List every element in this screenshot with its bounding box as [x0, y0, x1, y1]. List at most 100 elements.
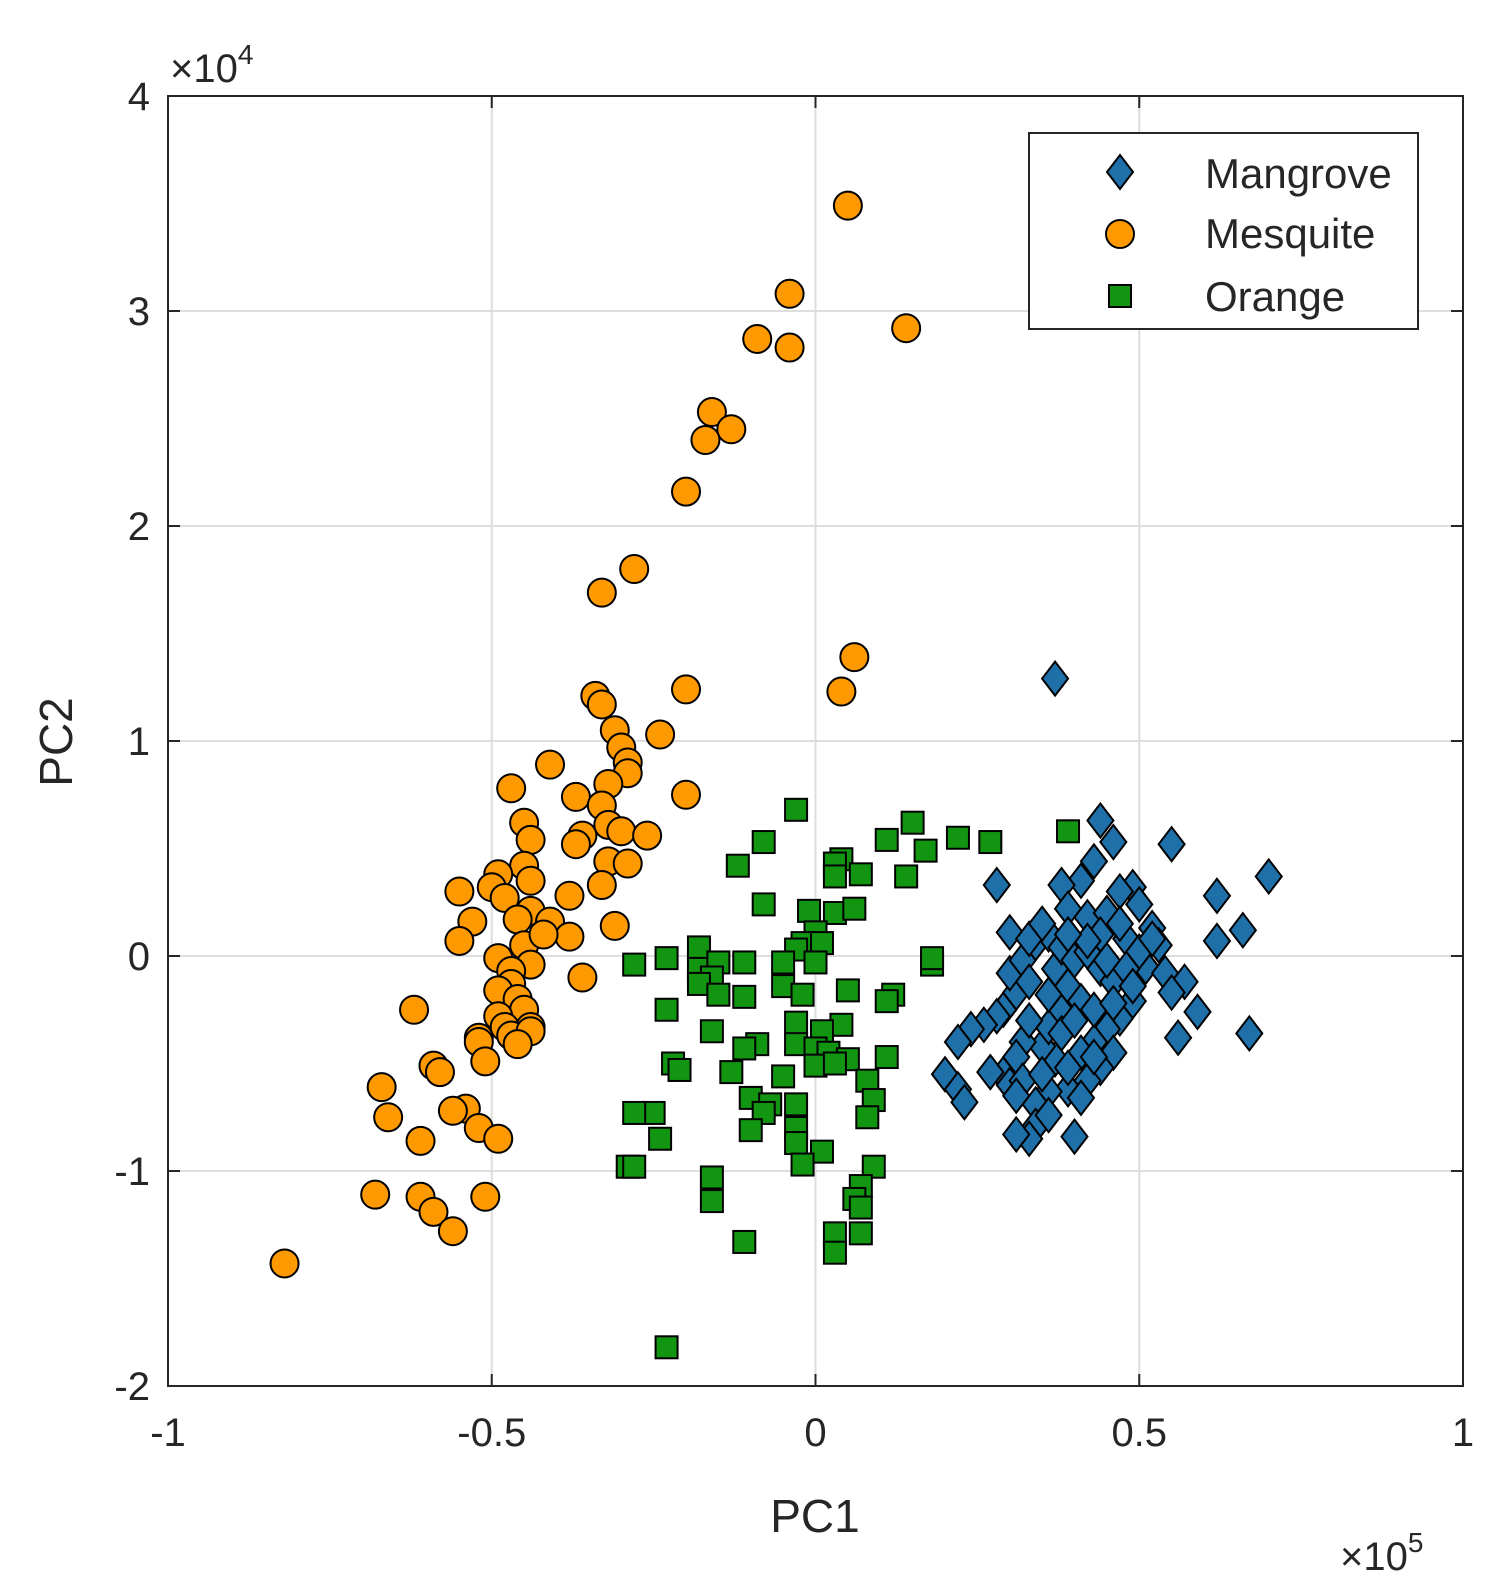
- mesquite-point: [366, 1072, 397, 1103]
- mesquite-point: [774, 332, 805, 363]
- mangrove-point: [1235, 1014, 1264, 1053]
- mesquite-point: [619, 554, 650, 584]
- x-axis-multiplier: ×105: [1340, 1527, 1423, 1574]
- mesquite-point: [690, 425, 721, 455]
- mangrove-point: [1027, 905, 1057, 943]
- mangrove-point: [1099, 984, 1128, 1022]
- mesquite-point: [528, 919, 559, 950]
- orange-point: [784, 797, 809, 822]
- orange-point: [654, 946, 679, 971]
- orange-point: [699, 1165, 724, 1190]
- orange-point: [1056, 819, 1081, 844]
- mangrove-point: [1228, 911, 1258, 949]
- orange-point: [648, 1126, 673, 1151]
- orange-point: [784, 1092, 809, 1117]
- orange-point: [654, 1335, 679, 1360]
- orange-point: [784, 1010, 809, 1035]
- mangrove-point: [982, 866, 1012, 904]
- legend-marker-mangrove: [1105, 153, 1135, 191]
- x-multiplier-exponent: 5: [1408, 1527, 1424, 1558]
- mesquite-point: [612, 848, 643, 879]
- mesquite-point: [444, 876, 475, 907]
- orange-point: [874, 989, 899, 1014]
- mesquite-point: [716, 414, 747, 445]
- mesquite-point: [839, 642, 870, 673]
- orange-point: [622, 952, 647, 977]
- mesquite-point: [470, 1046, 501, 1077]
- legend-marker-orange: [1108, 284, 1132, 308]
- mesquite-point: [437, 1095, 468, 1126]
- mesquite-point: [586, 577, 617, 608]
- mesquite-point: [554, 880, 585, 911]
- mesquite-point: [826, 676, 857, 707]
- mesquite-point: [373, 1102, 404, 1133]
- mesquite-point: [645, 719, 676, 750]
- x-axis-title: PC1: [770, 1490, 859, 1542]
- mangrove-point: [1053, 915, 1083, 954]
- y-tick-label: 3: [128, 290, 150, 334]
- mangrove-point: [950, 1083, 979, 1121]
- orange-point: [719, 1060, 744, 1085]
- legend-label-mangrove: Mangrove: [1205, 150, 1392, 197]
- mesquite-point: [535, 749, 566, 780]
- mesquite-point: [586, 870, 617, 901]
- mangrove-point: [1053, 1049, 1083, 1087]
- mesquite-point: [560, 829, 591, 860]
- orange-point: [842, 896, 867, 921]
- mesquite-point: [696, 397, 727, 428]
- x-tick-labels: -1 -0.5 0 0.5 1: [150, 1411, 1474, 1455]
- mangrove-point: [1105, 905, 1135, 943]
- x-tick-label: 0.5: [1111, 1411, 1167, 1455]
- mangrove-point: [1040, 660, 1070, 698]
- mesquite-point: [671, 476, 701, 507]
- mesquite-point: [515, 824, 546, 855]
- legend-label-orange: Orange: [1205, 273, 1345, 320]
- mesquite-point: [742, 323, 773, 354]
- series-mangrove: [930, 660, 1284, 1158]
- orange-point: [855, 1105, 880, 1130]
- orange-point: [699, 1019, 724, 1044]
- mesquite-point: [606, 816, 637, 847]
- orange-point: [732, 1229, 757, 1254]
- orange-point: [900, 810, 925, 835]
- orange-point: [790, 982, 815, 1007]
- orange-point: [848, 1195, 873, 1220]
- y-axis-title: PC2: [30, 697, 82, 786]
- orange-point: [822, 1051, 847, 1076]
- mangrove-point: [1124, 885, 1154, 924]
- mangrove-point: [1066, 862, 1096, 900]
- orange-point: [822, 864, 847, 889]
- series-mesquite: [269, 190, 922, 1279]
- mangrove-point: [943, 1023, 973, 1061]
- mesquite-point: [515, 865, 546, 896]
- orange-point: [738, 1118, 763, 1143]
- mesquite-point: [554, 921, 585, 952]
- y-axis-multiplier: ×104: [170, 39, 253, 91]
- mesquite-point: [399, 994, 430, 1025]
- mesquite-point: [502, 1029, 533, 1060]
- orange-point: [920, 946, 945, 971]
- mangrove-point: [1157, 973, 1186, 1012]
- y-tick-label: -2: [114, 1365, 150, 1409]
- mangrove-point: [1099, 823, 1128, 861]
- y-tick-label: 0: [128, 935, 150, 979]
- mangrove-point: [1137, 920, 1167, 958]
- orange-point: [751, 830, 776, 855]
- mesquite-point: [437, 1216, 468, 1247]
- orange-point: [732, 950, 757, 975]
- orange-point: [822, 1240, 847, 1265]
- mangrove-point: [1163, 1019, 1193, 1057]
- orange-point: [797, 898, 822, 923]
- tick-marks: [167, 95, 1464, 1387]
- orange-point: [861, 1154, 886, 1179]
- mesquite-point: [891, 313, 922, 344]
- mangrove-point: [1086, 801, 1115, 840]
- orange-point: [874, 827, 899, 852]
- mesquite-point: [483, 1123, 514, 1154]
- y-tick-label: 1: [128, 720, 150, 764]
- orange-point: [913, 838, 938, 863]
- orange-point: [622, 1100, 647, 1125]
- mangrove-point: [1027, 1055, 1057, 1093]
- orange-point: [848, 862, 873, 887]
